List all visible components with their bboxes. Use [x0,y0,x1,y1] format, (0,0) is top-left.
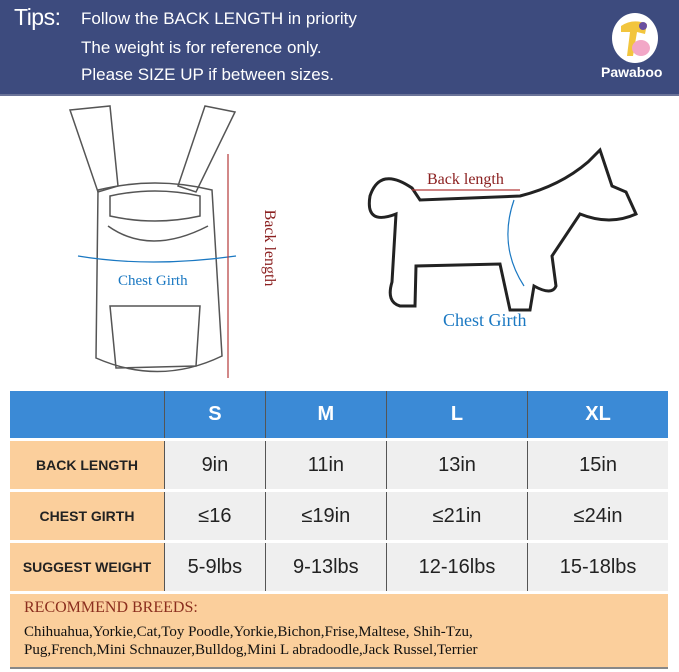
table-cell: ≤24in [527,490,668,543]
tip-line: The weight is for reference only. [81,38,322,57]
size-column: M [264,391,387,441]
row-label: CHEST GIRTH [10,490,165,543]
breeds-line: Chihuahua,Yorkie,Cat,Toy Poodle,Yorkie,B… [24,624,473,640]
table-cell: 13in [385,439,528,492]
carrier-back-label: Back length [261,210,278,287]
brand-name: Pawaboo [601,64,663,80]
size-column: S [164,391,266,441]
tips-banner: Tips: Follow the BACK LENGTH in priority… [0,0,679,96]
table-cell: 11in [264,439,387,492]
row-label: SUGGEST WEIGHT [10,541,165,594]
size-column: XL [527,391,668,441]
size-illustration: Chest Girth Back length Back length Ches… [68,105,638,378]
size-header-row: S M L XL [10,391,668,441]
carrier-chest-label: Chest Girth [118,273,188,289]
dog-chest-arrow [507,199,525,287]
table-row: BACK LENGTH 9in 11in 13in 15in [10,439,668,492]
dog-chest-label: Chest Girth [443,310,527,330]
dog-outline [367,147,638,312]
tip-line: Please SIZE UP if between sizes. [81,65,334,84]
table-cell: 15in [527,439,668,492]
table-cell: ≤21in [385,490,528,543]
empty-corner [10,391,165,441]
size-column: L [385,391,528,441]
carrier-chest-arrow [77,255,237,263]
table-cell: ≤16 [164,490,266,543]
dog-back-label: Back length [427,171,504,188]
table-cell: 9-13lbs [264,541,387,594]
table-cell: 5-9lbs [164,541,266,594]
table-cell: ≤19in [264,490,387,543]
table-cell: 12-16lbs [385,541,528,594]
size-table: S M L XL BACK LENGTH 9in 11in 13in 15in … [10,391,668,594]
table-cell: 9in [164,439,266,492]
tips-label: Tips: [14,4,61,30]
row-label: BACK LENGTH [10,439,165,492]
tip-line: Follow the BACK LENGTH in priority [81,9,357,28]
table-row: SUGGEST WEIGHT 5-9lbs 9-13lbs 12-16lbs 1… [10,541,668,594]
breeds-title: RECOMMEND BREEDS: [24,599,198,616]
carrier-drawing [68,105,237,373]
table-row: CHEST GIRTH ≤16 ≤19in ≤21in ≤24in [10,490,668,543]
table-cell: 15-18lbs [527,541,668,594]
breeds-line: Pug,French,Mini Schnauzer,Bulldog,Mini L… [24,642,478,658]
brand-logo: Pawaboo [601,12,667,84]
recommended-breeds: RECOMMEND BREEDS: Chihuahua,Yorkie,Cat,T… [10,594,668,669]
